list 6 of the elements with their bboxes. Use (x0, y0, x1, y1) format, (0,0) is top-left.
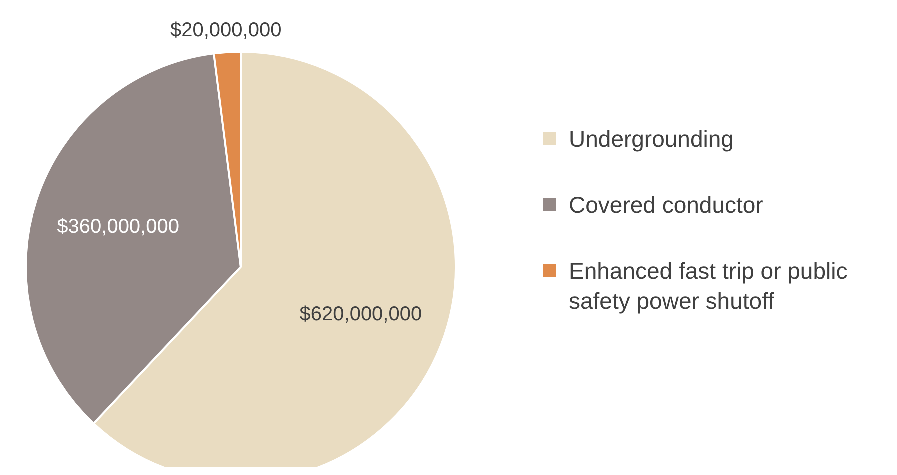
legend-label: Enhanced fast trip or public safety power shutoff (569, 256, 849, 316)
data-label: $360,000,000 (57, 216, 180, 238)
data-label: $20,000,000 (170, 19, 282, 42)
legend-label: Undergrounding (569, 124, 734, 154)
legend-label: Covered conductor (569, 190, 764, 220)
data-label: $620,000,000 (300, 303, 422, 326)
